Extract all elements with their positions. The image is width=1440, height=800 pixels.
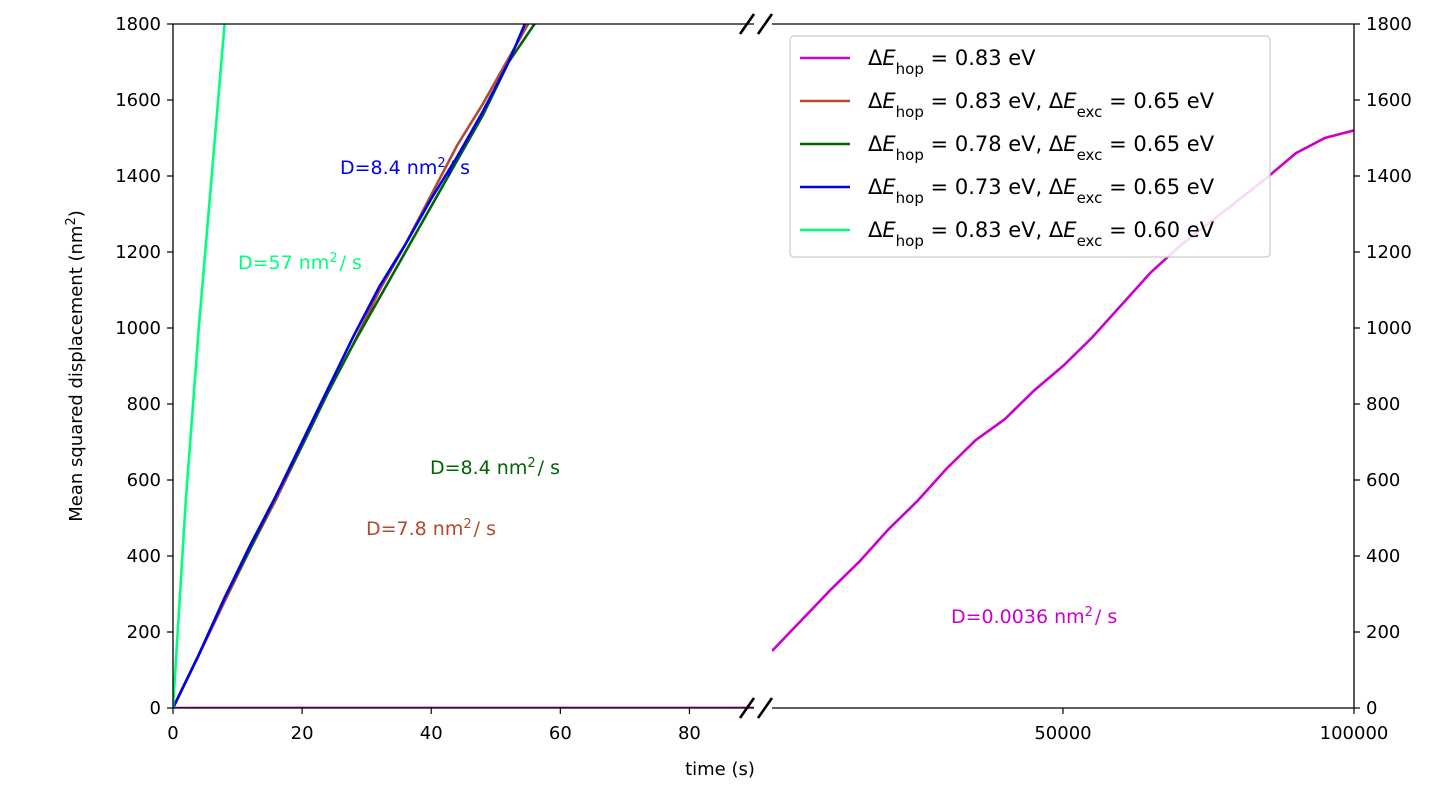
diffusion-annotation: D=0.0036 nm2/ s (951, 605, 1117, 629)
y-tick-label-left: 200 (127, 622, 161, 643)
x-tick-label-right: 100000 (1320, 723, 1389, 744)
axis-break-mark (738, 697, 756, 719)
x-tick-label-left: 80 (678, 723, 701, 744)
legend-label-s3: ΔEhop = 0.78 eV, ΔEexc = 0.65 eV (868, 132, 1215, 164)
y-tick-label-right: 600 (1366, 470, 1400, 491)
annotations-layer: D=8.4 nm2/ s D=57 nm2/ s D=8.4 nm2/ s D=7.8… (238, 156, 1117, 629)
y-tick-label-right: 1200 (1366, 242, 1412, 263)
x-tick-label-left: 40 (420, 723, 443, 744)
diffusion-annotation: D=57 nm2/ s (238, 251, 362, 275)
y-tick-label-left: 400 (127, 546, 161, 567)
x-tick-label-left: 20 (291, 723, 314, 744)
axis-break-mark (756, 697, 774, 719)
y-tick-label-right: 1400 (1366, 166, 1412, 187)
legend-label-s5: ΔEhop = 0.83 eV, ΔEexc = 0.60 eV (868, 218, 1215, 250)
legend-label-s1: ΔEhop = 0.83 eV (868, 46, 1036, 78)
diffusion-annotation: D=8.4 nm2/ s (340, 156, 470, 180)
y-tick-label-right: 400 (1366, 546, 1400, 567)
legend-label-s2: ΔEhop = 0.83 eV, ΔEexc = 0.65 eV (868, 89, 1215, 121)
series-layer (173, 24, 1354, 708)
series-line-s4-left (173, 24, 526, 708)
axis-break-mark (756, 13, 774, 35)
y-tick-label-right: 200 (1366, 622, 1400, 643)
axis-break-mark (738, 13, 756, 35)
x-tick-label-left: 60 (549, 723, 572, 744)
y-tick-label-right: 0 (1366, 698, 1377, 719)
y-tick-label-left: 600 (127, 470, 161, 491)
y-tick-label-left: 800 (127, 394, 161, 415)
legend-label-s4: ΔEhop = 0.73 eV, ΔEexc = 0.65 eV (868, 175, 1215, 207)
legend-frame (789, 35, 1271, 258)
y-tick-label-left: 1000 (115, 318, 161, 339)
y-tick-label-right: 800 (1366, 394, 1400, 415)
x-tick-label-left: 0 (167, 723, 178, 744)
y-axis-title: Mean squared displacement (nm2) (64, 210, 88, 522)
y-tick-label-left: 1400 (115, 166, 161, 187)
diffusion-annotation: D=7.8 nm2/ s (366, 517, 496, 541)
y-tick-label-left: 0 (150, 698, 161, 719)
x-tick-label-right: 50000 (1034, 723, 1091, 744)
y-tick-label-right: 1600 (1366, 90, 1412, 111)
series-line-s3-left (173, 24, 536, 708)
y-tick-label-right: 1800 (1366, 14, 1412, 35)
x-axis-title: time (s) (685, 759, 755, 780)
y-tick-label-right: 1000 (1366, 318, 1412, 339)
series-line-s5-left (173, 24, 226, 708)
y-tick-label-left: 1800 (115, 14, 161, 35)
y-tick-label-left: 1200 (115, 242, 161, 263)
diffusion-annotation: D=8.4 nm2/ s (430, 456, 560, 480)
legend: ΔEhop = 0.83 eV ΔEhop = 0.83 eV, ΔEexc = … (789, 35, 1271, 258)
y-tick-label-left: 1600 (115, 90, 161, 111)
